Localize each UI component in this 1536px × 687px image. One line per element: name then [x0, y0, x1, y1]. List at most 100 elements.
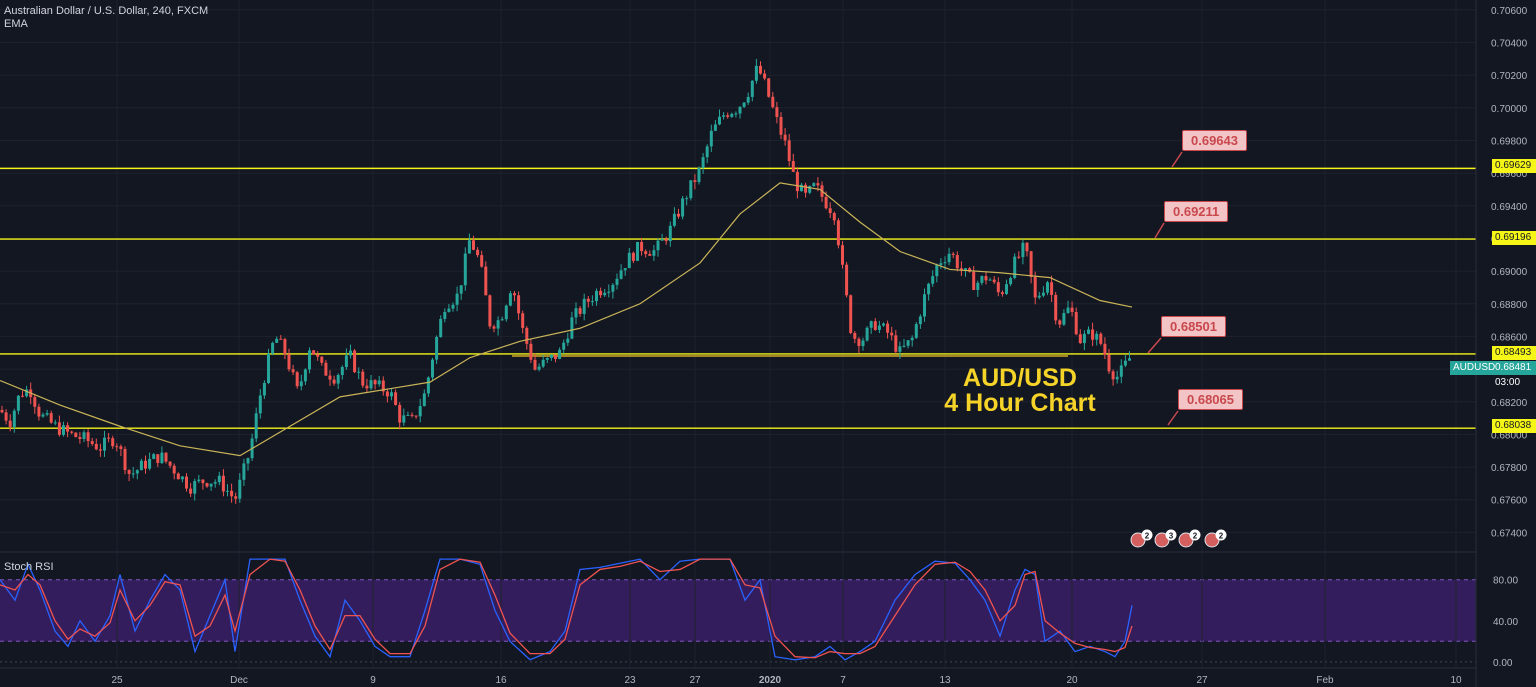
candle-body-up	[672, 213, 676, 226]
candle-body-down	[849, 295, 853, 333]
time-tick-label: 27	[1196, 675, 1208, 686]
candle-body-up	[1095, 333, 1099, 340]
candle-body-down	[74, 432, 78, 438]
candle-body-down	[763, 73, 767, 79]
stoch-rsi-label[interactable]: Stoch RSI	[4, 561, 54, 573]
annotation-line-1: AUD/USD	[963, 364, 1077, 392]
time-tick-label: 16	[495, 675, 507, 686]
candle-body-up	[308, 350, 311, 370]
candle-body-down	[472, 240, 475, 250]
candle-body-down	[599, 290, 603, 296]
level-badge-s2: 0.68038	[1492, 419, 1536, 433]
candle-body-up	[1046, 282, 1049, 293]
price-tick-label: 0.70000	[1491, 104, 1528, 115]
callout-068501[interactable]: 0.68501	[1161, 316, 1226, 337]
time-axis[interactable]: 25 Dec 9 16 23 27 2020 7 13 20 27 Feb 10	[111, 675, 1462, 686]
bar-countdown: 03:00	[1492, 376, 1536, 390]
callout-068065[interactable]: 0.68065	[1178, 389, 1243, 410]
event-markers[interactable]: 2 3 2 2	[1130, 529, 1227, 548]
price-axis[interactable]: 0.70600 0.70400 0.70200 0.70000 0.69800 0.696…	[1491, 6, 1528, 669]
level-badge-r2: 0.69196	[1492, 231, 1536, 245]
candle-body-down	[1033, 276, 1037, 298]
candle-body-down	[33, 397, 37, 407]
candle-body-down	[795, 171, 799, 192]
callout-069643[interactable]: 0.69643	[1182, 130, 1247, 151]
stoch-d-line	[0, 558, 1133, 659]
candle-body-down	[886, 323, 890, 333]
stoch-rsi-lines	[0, 558, 1133, 661]
candle-body-down	[476, 249, 480, 256]
candle-body-up	[701, 157, 705, 168]
candle-body-down	[664, 239, 668, 242]
candle-body-up	[668, 225, 672, 242]
current-price-badge: 0.68481	[1492, 361, 1536, 375]
candle-body-down	[832, 213, 836, 221]
candle-body-up	[652, 250, 656, 256]
candle-body-down	[115, 446, 119, 448]
candle-body-down	[1050, 282, 1054, 295]
candle-body-down	[373, 380, 377, 385]
symbol-badge[interactable]: AUDUSD	[1450, 361, 1495, 375]
candle-body-up	[549, 354, 553, 359]
chart-annotation: AUD/USD 4 Hour Chart	[905, 366, 1135, 416]
indicator-label[interactable]: EMA	[4, 18, 28, 30]
rsi-tick-label: 80.00	[1493, 576, 1518, 587]
candle-body-up	[562, 342, 566, 350]
chart-legend: Australian Dollar / U.S. Dollar, 240, FX…	[4, 5, 208, 31]
horizontal-levels[interactable]	[0, 151, 1476, 429]
candle-body-down	[791, 161, 795, 172]
candle-body-down	[1078, 334, 1082, 344]
candle-body-down	[513, 293, 516, 296]
candle-body-up	[148, 458, 152, 469]
candle-body-down	[783, 134, 787, 141]
level-badge-s1: 0.68493	[1492, 346, 1536, 360]
candle-body-up	[718, 116, 721, 125]
time-tick-label: 9	[370, 675, 376, 686]
candle-body-up	[500, 319, 504, 321]
candle-body-down	[365, 385, 369, 389]
candle-body-down	[836, 220, 840, 246]
candle-body-up	[62, 425, 65, 435]
candle-body-up	[262, 382, 266, 396]
level-badge-r1: 0.69629	[1492, 159, 1536, 173]
candle-body-up	[1082, 333, 1086, 344]
candle-body-down	[324, 362, 328, 376]
candle-body-up	[935, 264, 939, 277]
candle-body-up	[103, 437, 106, 451]
candle-body-up	[426, 377, 430, 394]
candle-body-up	[447, 308, 451, 312]
candle-body-down	[533, 359, 537, 370]
candle-body-down	[1103, 343, 1107, 355]
candle-body-down	[164, 452, 168, 462]
candle-body-up	[82, 432, 86, 439]
event-count-bubble	[1215, 529, 1227, 541]
candle-body-up	[988, 279, 992, 281]
candle-body-up	[590, 301, 594, 303]
candle-body-down	[332, 379, 336, 384]
candle-body-up	[681, 198, 685, 217]
candle-body-down	[156, 454, 160, 463]
candle-body-up	[607, 291, 611, 293]
candle-body-up	[611, 284, 615, 292]
candle-body-up	[422, 393, 426, 407]
candle-body-up	[545, 358, 549, 360]
candle-body-up	[12, 410, 16, 427]
candle-body-down	[385, 391, 389, 397]
candle-body-up	[906, 340, 910, 346]
price-tick-label: 0.69000	[1491, 267, 1528, 278]
candle-body-up	[357, 371, 361, 373]
candle-body-up	[882, 323, 885, 326]
candle-body-down	[295, 372, 299, 387]
candle-body-up	[197, 479, 201, 482]
candle-body-up	[135, 470, 139, 474]
candle-body-up	[1037, 295, 1041, 298]
candle-body-up	[1066, 307, 1070, 314]
candle-body-down	[1058, 320, 1062, 325]
candle-body-down	[771, 96, 775, 108]
event-count-bubble	[1141, 529, 1153, 541]
candle-body-down	[804, 184, 808, 193]
symbol-title[interactable]: Australian Dollar / U.S. Dollar, 240, FX…	[4, 5, 209, 17]
callout-069211[interactable]: 0.69211	[1164, 201, 1229, 222]
candle-body-up	[271, 342, 275, 354]
